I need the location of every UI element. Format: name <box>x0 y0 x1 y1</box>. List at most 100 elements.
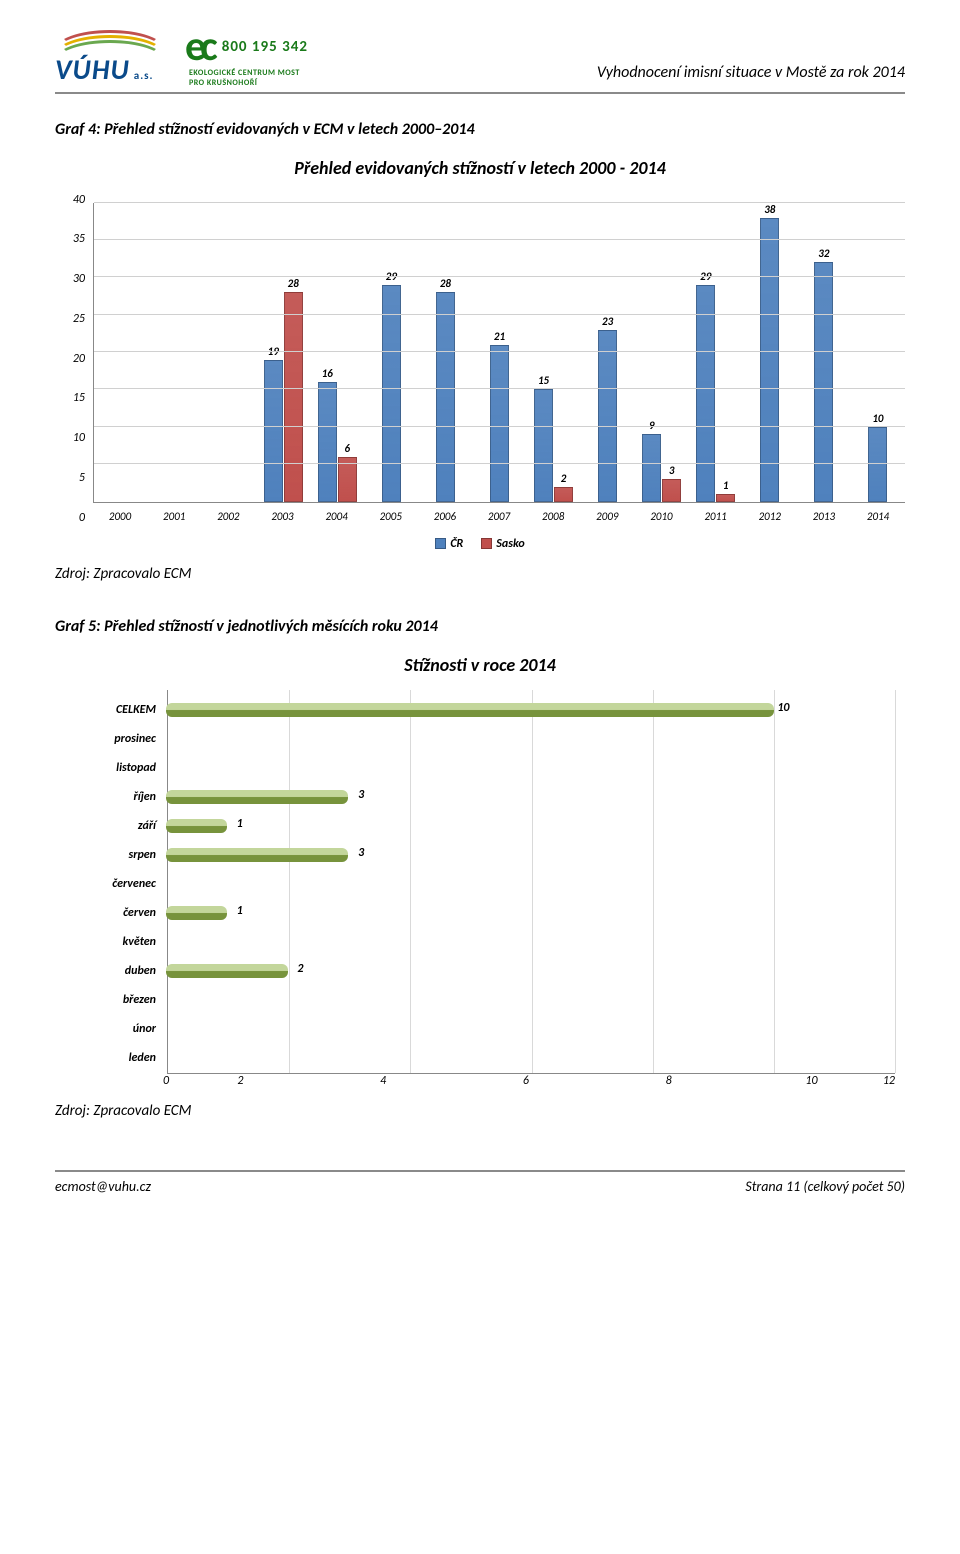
chart1-bar: 16 <box>318 382 337 502</box>
chart1-plot: 19281662928211522393291383210 2000200120… <box>85 193 905 533</box>
chart1-legend-item: Sasko <box>481 537 524 551</box>
chart2-source: Zdroj: Zpracovalo ECM <box>55 1102 905 1120</box>
chart2-row: prosinec <box>168 725 895 754</box>
chart2-xtick: 10 <box>740 1074 883 1088</box>
chart1-bar: 10 <box>868 427 887 502</box>
chart2-row: červen1 <box>168 899 895 928</box>
chart1-ytick: 10 <box>73 431 85 445</box>
chart1-bar-label: 1 <box>723 479 729 492</box>
chart1-year-group: 1928 <box>256 203 310 502</box>
chart2-track <box>166 986 895 1015</box>
chart1-bar-label: 32 <box>818 247 829 260</box>
chart2-category-label: leden <box>90 1051 166 1065</box>
chart1-xtick: 2010 <box>634 510 688 523</box>
chart2-x-axis: 024681012 <box>167 1074 895 1088</box>
chart2-category-label: březen <box>90 993 166 1007</box>
chart1-bar-label: 6 <box>344 442 350 455</box>
chart1-xtick: 2007 <box>472 510 526 523</box>
ec-logo: ec 800 195 342 EKOLOGICKÉ CENTRUM MOST P… <box>185 30 308 88</box>
chart1-gridline <box>94 351 905 352</box>
chart1-x-labels: 2000200120022003200420052006200720082009… <box>93 510 905 523</box>
chart2-category-label: září <box>90 819 166 833</box>
chart1-gridline <box>94 202 905 203</box>
chart2-bar-label: 2 <box>297 962 303 976</box>
header-logos: VÚHU a.s. ec 800 195 342 EKOLOGICKÉ CENT… <box>55 30 308 88</box>
chart1-ytick: 25 <box>73 312 85 326</box>
chart2-bar: 3 <box>166 790 348 804</box>
chart2-category-label: červenec <box>90 877 166 891</box>
chart2-track <box>166 870 895 899</box>
page-footer: ecmost@vuhu.cz Strana 11 (celkový počet … <box>55 1178 905 1195</box>
chart1-ytick: 20 <box>73 352 85 366</box>
chart2-category-label: únor <box>90 1022 166 1036</box>
chart1-bar: 32 <box>814 262 833 501</box>
chart1-bar: 38 <box>760 218 779 502</box>
chart1-ytick: 40 <box>73 193 85 207</box>
chart1-legend: ČRSasko <box>55 537 905 551</box>
chart1-bar-label: 21 <box>494 330 505 343</box>
chart1-year-group: 291 <box>689 203 743 502</box>
chart1-bar-label: 15 <box>538 374 549 387</box>
chart1-plot-inner: 19281662928211522393291383210 <box>93 203 905 503</box>
chart1-year-group: 21 <box>472 203 526 502</box>
chart1-bar-label: 3 <box>669 464 675 477</box>
chart1-bar: 3 <box>662 479 681 501</box>
chart2-xtick: 6 <box>455 1074 598 1088</box>
chart1-bar-label: 38 <box>764 203 775 216</box>
chart1-xtick: 2005 <box>364 510 418 523</box>
chart2-title: Stížnosti v roce 2014 <box>55 654 905 676</box>
chart1-xtick: 2011 <box>689 510 743 523</box>
chart2-category-label: listopad <box>90 761 166 775</box>
chart2-rows: CELKEM10prosineclistopadříjen3září1srpen… <box>167 690 895 1074</box>
chart1-bars: 19281662928211522393291383210 <box>94 203 905 502</box>
chart1-year-group: 32 <box>797 203 851 502</box>
chart2-bar-label: 1 <box>237 817 243 831</box>
chart1-ytick: 30 <box>73 272 85 286</box>
chart2-row: květen <box>168 928 895 957</box>
chart1-year-group: 29 <box>364 203 418 502</box>
chart1-legend-swatch <box>481 538 492 549</box>
chart2-xtick: 4 <box>312 1074 455 1088</box>
chart1-title: Přehled evidovaných stížností v letech 2… <box>55 157 905 179</box>
vuhu-logo: VÚHU a.s. <box>55 30 165 87</box>
chart1-bar-label: 2 <box>561 472 567 485</box>
chart2-gridline <box>895 690 896 1073</box>
chart1-y-axis: 0510152025303540 <box>55 193 85 525</box>
chart1-bar: 23 <box>598 330 617 502</box>
chart1-year-group: 28 <box>418 203 472 502</box>
chart2-category-label: srpen <box>90 848 166 862</box>
header-divider <box>55 92 905 94</box>
chart1-year-group <box>148 203 202 502</box>
chart2-row: duben2 <box>168 957 895 986</box>
chart2-bar-label: 10 <box>777 701 789 715</box>
chart2-category-label: červen <box>90 906 166 920</box>
chart2-category-label: CELKEM <box>90 703 166 717</box>
chart1-bar-label: 16 <box>322 367 333 380</box>
chart2-xtick: 8 <box>597 1074 740 1088</box>
chart1-year-group: 10 <box>851 203 905 502</box>
chart1-bar-label: 23 <box>602 315 613 328</box>
chart1-year-group: 23 <box>581 203 635 502</box>
chart1-ytick: 15 <box>73 391 85 405</box>
chart2-track: 1 <box>166 812 895 841</box>
chart1-year-group <box>94 203 148 502</box>
chart2-row: srpen3 <box>168 841 895 870</box>
footer-email: ecmost@vuhu.cz <box>55 1178 151 1195</box>
chart2-track: 3 <box>166 783 895 812</box>
chart2-track: 3 <box>166 841 895 870</box>
page-header: VÚHU a.s. ec 800 195 342 EKOLOGICKÉ CENT… <box>55 30 905 88</box>
ec-subtitle-2: PRO KRUŠNOHOŘÍ <box>189 78 257 88</box>
ec-subtitle-1: EKOLOGICKÉ CENTRUM MOST <box>189 68 300 78</box>
chart1-year-group: 93 <box>635 203 689 502</box>
ec-logo-top: ec 800 195 342 <box>185 30 308 64</box>
chart2-bar-label: 3 <box>358 788 364 802</box>
chart2-xtick: 12 <box>883 1074 895 1088</box>
chart1-legend-swatch <box>435 538 446 549</box>
chart1-xtick: 2001 <box>147 510 201 523</box>
chart2-row: leden <box>168 1044 895 1073</box>
chart2-category-label: říjen <box>90 790 166 804</box>
chart2-row: CELKEM10 <box>168 696 895 725</box>
chart2-track: 2 <box>166 957 895 986</box>
chart2-bar: 1 <box>166 906 227 920</box>
chart2-bar: 10 <box>166 703 774 717</box>
